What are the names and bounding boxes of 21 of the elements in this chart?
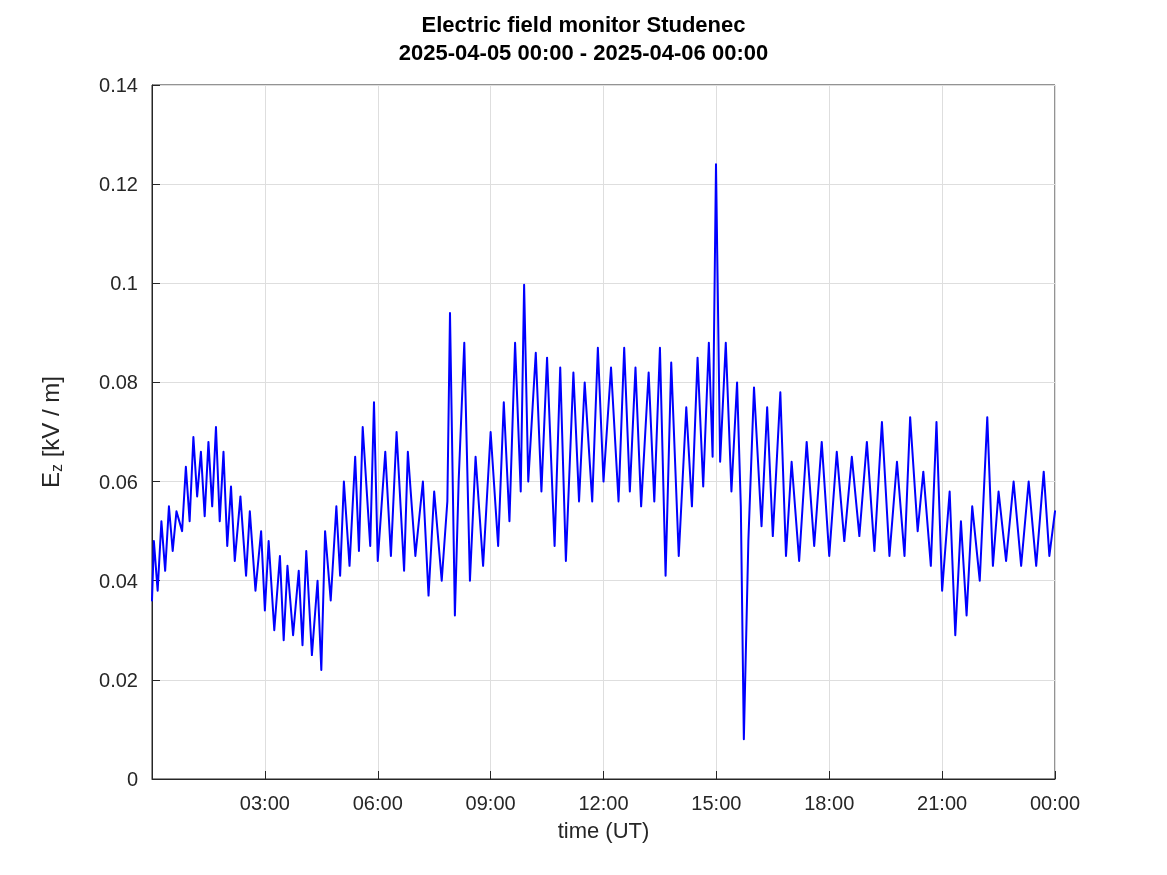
x-tick-label: 06:00 bbox=[352, 792, 403, 814]
y-tick-label: 0.06 bbox=[99, 470, 138, 493]
y-axis-title: Ez [kV / m] bbox=[36, 375, 65, 489]
x-tick-label: 12:00 bbox=[578, 792, 629, 814]
x-tick-label: 21:00 bbox=[917, 792, 968, 814]
x-tick-label: 18:00 bbox=[804, 792, 855, 814]
y-tick-label: 0.04 bbox=[99, 569, 138, 592]
y-tick-label: 0.14 bbox=[99, 74, 138, 96]
x-tick-label: 00:00 bbox=[1029, 792, 1081, 814]
x-axis-title: time (UT) bbox=[557, 817, 650, 843]
x-tick-label: 03:00 bbox=[239, 792, 290, 814]
y-tick-label: 0.02 bbox=[99, 668, 138, 691]
line-series bbox=[151, 163, 1056, 741]
y-tick-label: 0.08 bbox=[99, 371, 138, 394]
chart-title: Electric field monitor Studenec bbox=[421, 11, 746, 37]
y-tick-label: 0 bbox=[126, 768, 138, 790]
y-tick-label: 0.1 bbox=[110, 272, 138, 295]
x-tick-label: 15:00 bbox=[691, 792, 742, 814]
chart-subtitle: 2025-04-05 00:00 - 2025-04-06 00:00 bbox=[398, 39, 769, 65]
x-tick-label: 09:00 bbox=[465, 792, 516, 814]
y-tick-label: 0.12 bbox=[99, 173, 138, 196]
